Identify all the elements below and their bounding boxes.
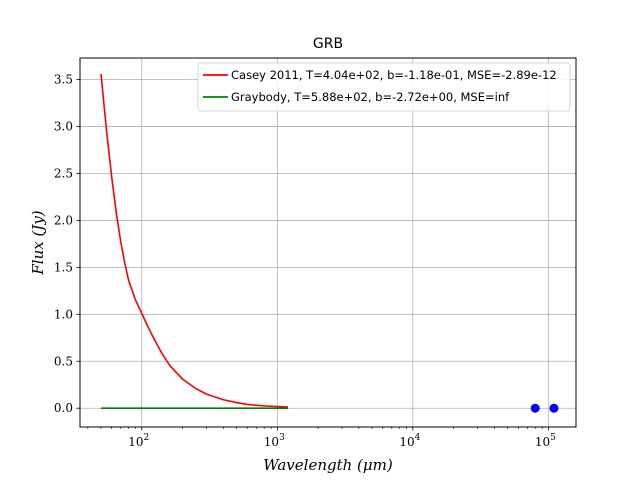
y-tick-label: 2.5 (54, 166, 73, 180)
x-tick-label: 102 (128, 433, 149, 449)
y-tick-label: 3.0 (54, 120, 73, 134)
y-tick-label: 2.0 (54, 213, 73, 227)
x-tick-label: 103 (264, 433, 285, 449)
x-tick-label: 104 (399, 433, 420, 449)
y-tick-label: 1.0 (54, 307, 73, 321)
y-tick-label: 3.5 (54, 73, 73, 87)
x-tick-exponent: 2 (144, 433, 150, 443)
x-tick-exponent: 5 (550, 433, 556, 443)
observed-data-point (549, 403, 559, 413)
x-axis-label: Wavelength (μm) (263, 456, 393, 474)
x-tick-base: 10 (535, 435, 550, 449)
y-tick-label: 1.5 (54, 260, 73, 274)
x-tick-label: 105 (535, 433, 556, 449)
x-tick-exponent: 4 (415, 433, 421, 443)
x-tick-base: 10 (399, 435, 414, 449)
x-tick-base: 10 (128, 435, 143, 449)
plot-area (100, 73, 559, 413)
observed-data-point (530, 403, 540, 413)
series-line-casey (100, 73, 289, 408)
y-axis-label: Flux (Jy) (29, 210, 47, 275)
x-tick-exponent: 3 (279, 433, 285, 443)
x-tick-base: 10 (264, 435, 279, 449)
chart-title: GRB (313, 36, 343, 52)
axes-frame (79, 57, 577, 428)
legend: Casey 2011, T=4.04e+02, b=-1.18e-01, MSE… (197, 62, 571, 112)
grid-lines (80, 58, 576, 427)
legend-box (197, 62, 571, 112)
y-tick-label: 0.0 (54, 401, 73, 415)
legend-label: Graybody, T=5.88e+02, b=-2.72e+00, MSE=i… (231, 90, 510, 104)
y-tick-label: 0.5 (54, 354, 73, 368)
legend-label: Casey 2011, T=4.04e+02, b=-1.18e-01, MSE… (231, 68, 557, 82)
